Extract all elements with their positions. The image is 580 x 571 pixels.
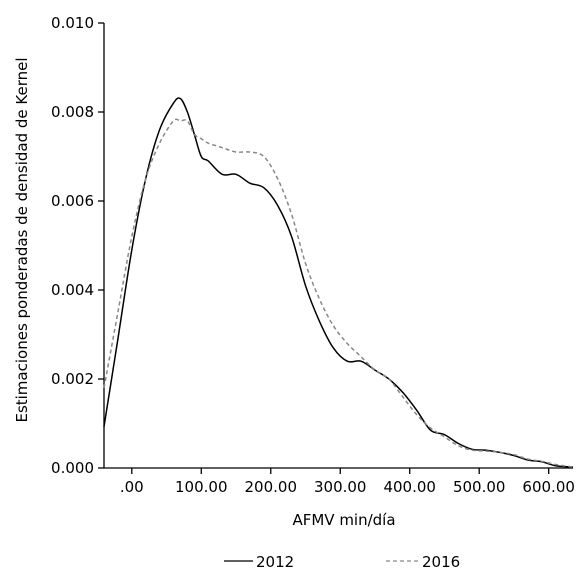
- x-tick-label: .00: [120, 478, 144, 496]
- y-tick-label: 0.010: [51, 14, 94, 32]
- y-axis-title: Estimaciones ponderadas de densidad de K…: [13, 57, 31, 422]
- series-layer: [103, 97, 574, 468]
- y-tick-label: 0.000: [51, 459, 94, 477]
- x-tick-label: 400.00: [383, 478, 436, 496]
- x-tick-label: 200.00: [245, 478, 298, 496]
- x-axis-title: AFMV min/día: [292, 511, 395, 529]
- x-tick-label: 600.00: [522, 478, 575, 496]
- series-line-2016: [103, 118, 574, 468]
- legend-label-2012: 2012: [256, 553, 294, 571]
- legend: 2012 2016: [224, 553, 460, 571]
- y-tick-label: 0.004: [51, 281, 94, 299]
- x-tick-label: 500.00: [453, 478, 506, 496]
- x-axis-ticks: .00 100.00 200.00 300.00 400.00 500.00 600.00: [120, 468, 575, 496]
- y-axis-ticks: 0.000 0.002 0.004 0.006 0.008 0.010: [51, 14, 104, 477]
- y-tick-label: 0.008: [51, 103, 94, 121]
- x-tick-label: 100.00: [175, 478, 228, 496]
- y-tick-label: 0.002: [51, 370, 94, 388]
- legend-label-2016: 2016: [422, 553, 460, 571]
- x-tick-label: 300.00: [314, 478, 367, 496]
- series-line-2012: [103, 97, 574, 468]
- y-tick-label: 0.006: [51, 192, 94, 210]
